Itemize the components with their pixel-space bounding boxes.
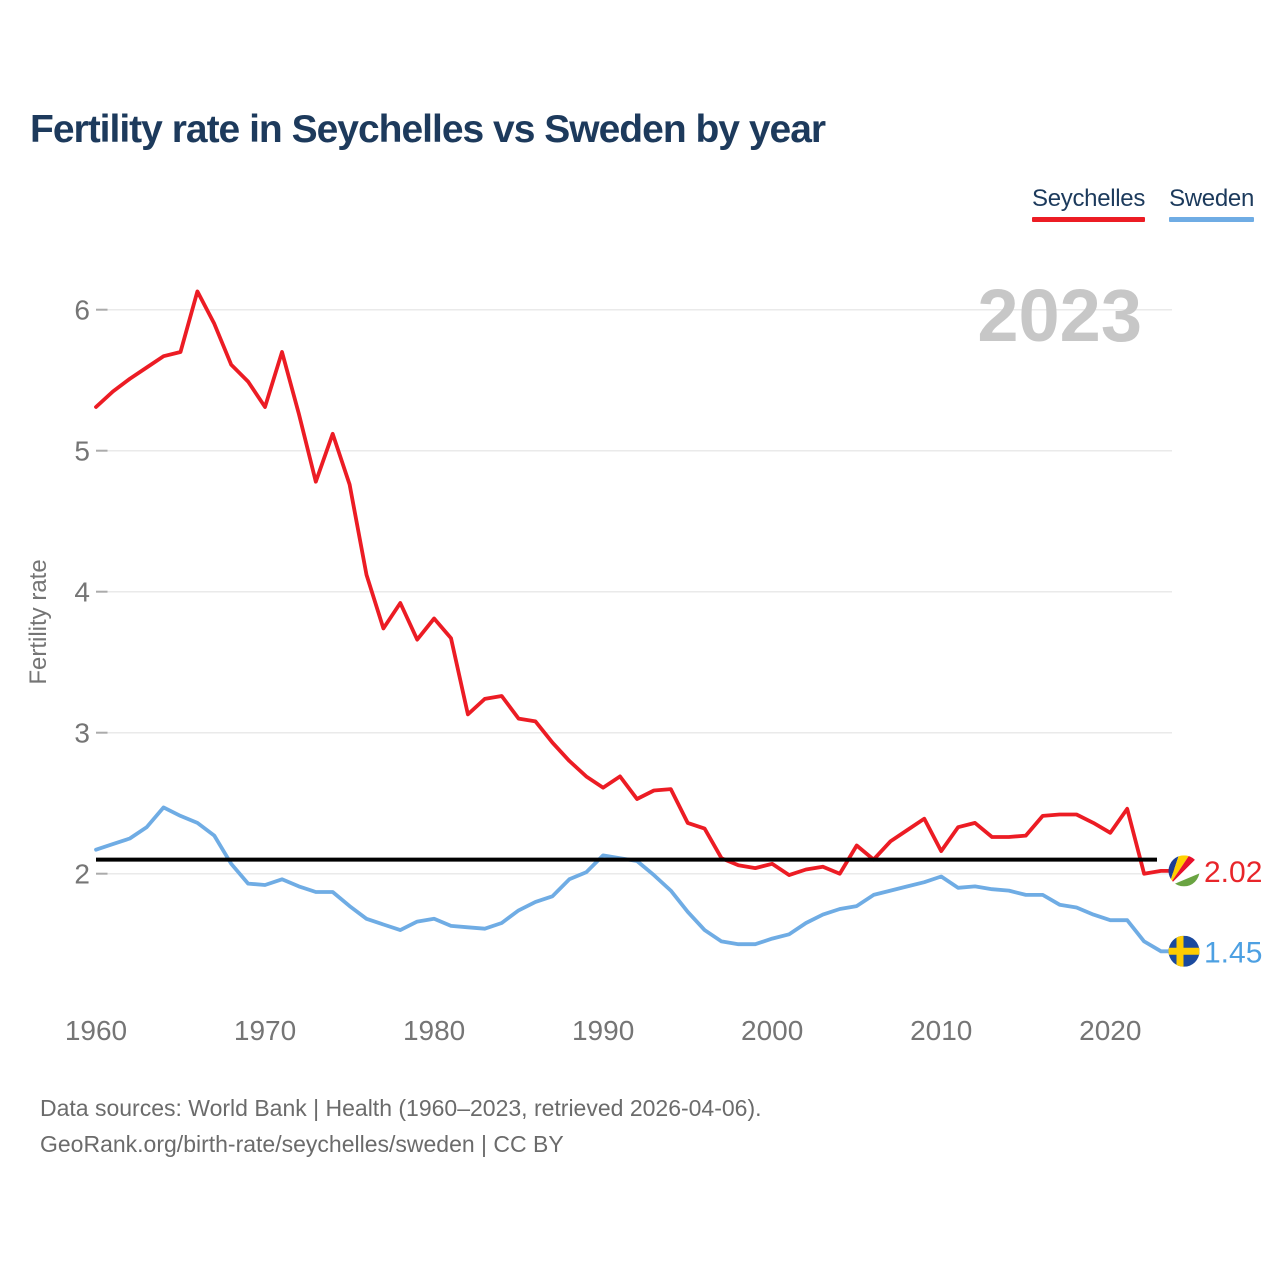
legend: Seychelles Sweden bbox=[1031, 185, 1254, 222]
sweden-flag-icon bbox=[1168, 935, 1200, 967]
y-tick-label-2: 2 bbox=[74, 859, 90, 890]
x-tick-label-1980: 1980 bbox=[403, 1015, 465, 1046]
y-tick-label-4: 4 bbox=[74, 577, 90, 608]
seychelles-end-value: 2.02 bbox=[1204, 856, 1262, 889]
seychelles-line bbox=[94, 289, 1176, 877]
axis-tick-labels: 2 3 4 5 6 1960 1970 1980 1990 2000 2010 2020 bbox=[65, 295, 1142, 1046]
footer-sources: Data sources: World Bank | Health (1960–… bbox=[40, 1095, 762, 1121]
footer: Data sources: World Bank | Health (1960–… bbox=[40, 1090, 762, 1162]
x-tick-label-2020: 2020 bbox=[1079, 1015, 1141, 1046]
legend-item-seychelles[interactable]: Seychelles bbox=[1031, 185, 1146, 222]
watermark-year: 2023 bbox=[977, 274, 1142, 357]
x-tick-label-1970: 1970 bbox=[234, 1015, 296, 1046]
sweden-end-value: 1.45 bbox=[1204, 936, 1262, 969]
x-tick-label-1990: 1990 bbox=[572, 1015, 634, 1046]
footer-attribution: GeoRank.org/birth-rate/seychelles/sweden… bbox=[40, 1131, 564, 1157]
gridlines bbox=[96, 308, 1172, 875]
seychelles-flag-icon bbox=[1168, 855, 1200, 887]
x-tick-label-2000: 2000 bbox=[741, 1015, 803, 1046]
legend-item-sweden[interactable]: Sweden bbox=[1169, 185, 1254, 222]
y-tick-label-6: 6 bbox=[74, 295, 90, 326]
sweden-line bbox=[94, 805, 1176, 954]
x-tick-label-2010: 2010 bbox=[910, 1015, 972, 1046]
legend-underline-seychelles bbox=[1031, 217, 1146, 222]
y-tick-label-3: 3 bbox=[74, 718, 90, 749]
series-lines bbox=[94, 289, 1176, 954]
chart-title: Fertility rate in Seychelles vs Sweden b… bbox=[30, 108, 826, 151]
legend-underline-sweden bbox=[1169, 217, 1254, 222]
x-tick-label-1960: 1960 bbox=[65, 1015, 127, 1046]
y-axis-title: Fertility rate bbox=[25, 559, 52, 684]
legend-label-seychelles: Seychelles bbox=[1031, 185, 1146, 212]
series-end-markers: 2.02 1.45 bbox=[1168, 855, 1262, 969]
legend-label-sweden: Sweden bbox=[1169, 185, 1254, 212]
y-tick-label-5: 5 bbox=[74, 436, 90, 467]
